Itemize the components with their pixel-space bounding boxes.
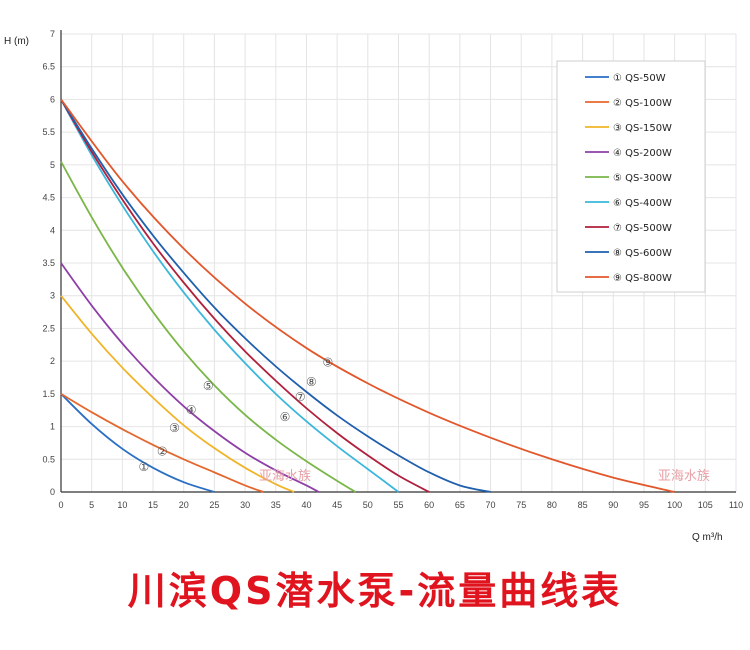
legend-entry: ③ QS-150W <box>613 123 672 134</box>
legend-entry: ⑧ QS-600W <box>613 248 672 259</box>
curve-marker: ② <box>157 444 168 458</box>
x-tick-label: 80 <box>547 500 557 510</box>
series-line-6 <box>60 98 400 493</box>
legend-entry: ⑨ QS-800W <box>613 273 672 284</box>
watermark: 亚海水族 <box>658 468 710 484</box>
series-line-8 <box>60 98 491 493</box>
y-tick-label: 1 <box>50 422 55 432</box>
x-tick-label: 85 <box>578 500 588 510</box>
y-tick-label: 3.5 <box>42 258 55 268</box>
legend-entry: ⑦ QS-500W <box>613 223 672 234</box>
x-axis-label: Q m³/h <box>692 532 723 543</box>
y-tick-label: 1.5 <box>42 389 55 399</box>
x-tick-label: 65 <box>455 500 465 510</box>
x-tick-label: 55 <box>393 500 403 510</box>
legend-entry: ⑤ QS-300W <box>613 173 672 184</box>
y-axis-label: H (m) <box>4 36 29 47</box>
legend-box <box>556 60 706 293</box>
x-tick-label: 50 <box>363 500 373 510</box>
watermarks: 亚海水族 亚海水族 <box>259 468 710 484</box>
y-tick-label: 4 <box>50 225 55 235</box>
x-tick-label: 70 <box>486 500 496 510</box>
curve-marker: ⑥ <box>280 410 291 424</box>
x-tick-label: 60 <box>424 500 434 510</box>
series-line-5 <box>60 161 357 493</box>
x-tick-label: 5 <box>89 500 94 510</box>
x-tick-label: 45 <box>332 500 342 510</box>
x-tick-label: 15 <box>148 500 158 510</box>
x-tick-label: 95 <box>639 500 649 510</box>
y-tick-label: 2 <box>50 356 55 366</box>
x-tick-label: 10 <box>117 500 127 510</box>
curve-marker: ⑤ <box>203 379 214 393</box>
legend-entry: ① QS-50W <box>613 73 666 84</box>
series-line-1 <box>60 393 215 493</box>
curve-marker: ③ <box>169 421 180 435</box>
x-tick-label: 90 <box>608 500 618 510</box>
y-tick-label: 0.5 <box>42 454 55 464</box>
series-line-3 <box>60 295 295 493</box>
y-tick-label: 7 <box>50 29 55 39</box>
series-line-9 <box>60 98 675 493</box>
x-tick-label: 20 <box>179 500 189 510</box>
curve-marker: ⑧ <box>306 375 317 389</box>
x-tick-label: 110 <box>729 500 743 510</box>
x-tick-label: 30 <box>240 500 250 510</box>
x-tick-label: 0 <box>58 500 63 510</box>
series-lines <box>60 98 675 493</box>
watermark: 亚海水族 <box>259 468 311 484</box>
x-tick-label: 105 <box>698 500 713 510</box>
series-line-7 <box>60 98 430 493</box>
x-tick-label: 35 <box>271 500 281 510</box>
page-title: 川滨QS潜水泵-流量曲线表 <box>127 569 623 613</box>
legend: ① QS-50W ② QS-100W ③ QS-150W ④ QS-200W ⑤ QS-… <box>556 60 706 293</box>
y-tick-label: 5 <box>50 160 55 170</box>
legend-entry: ⑥ QS-400W <box>613 198 672 209</box>
y-tick-label: 4.5 <box>42 193 55 203</box>
x-tick-label: 75 <box>516 500 526 510</box>
x-tick-label: 40 <box>301 500 311 510</box>
curve-marker: ⑨ <box>323 355 334 369</box>
y-tick-label: 6.5 <box>42 62 55 72</box>
y-tick-label: 3 <box>50 291 55 301</box>
series-line-2 <box>60 393 264 493</box>
y-tick-label: 6 <box>50 94 55 104</box>
curve-marker: ① <box>138 460 149 474</box>
curve-marker: ④ <box>186 403 197 417</box>
curve-marker: ⑦ <box>295 390 306 404</box>
x-tick-label: 25 <box>209 500 219 510</box>
legend-entry: ② QS-100W <box>613 98 672 109</box>
series-line-4 <box>60 262 320 493</box>
y-tick-label: 0 <box>50 487 55 497</box>
y-tick-label: 2.5 <box>42 323 55 333</box>
tick-labels: 00.511.522.533.544.555.566.570 5 10 15 20 25 3… <box>42 29 743 510</box>
x-tick-label: 100 <box>667 500 682 510</box>
y-tick-label: 5.5 <box>42 127 55 137</box>
legend-entry: ④ QS-200W <box>613 148 672 159</box>
pump-performance-chart: 00.511.522.533.544.555.566.570 5 10 15 20 25 3… <box>4 29 743 543</box>
